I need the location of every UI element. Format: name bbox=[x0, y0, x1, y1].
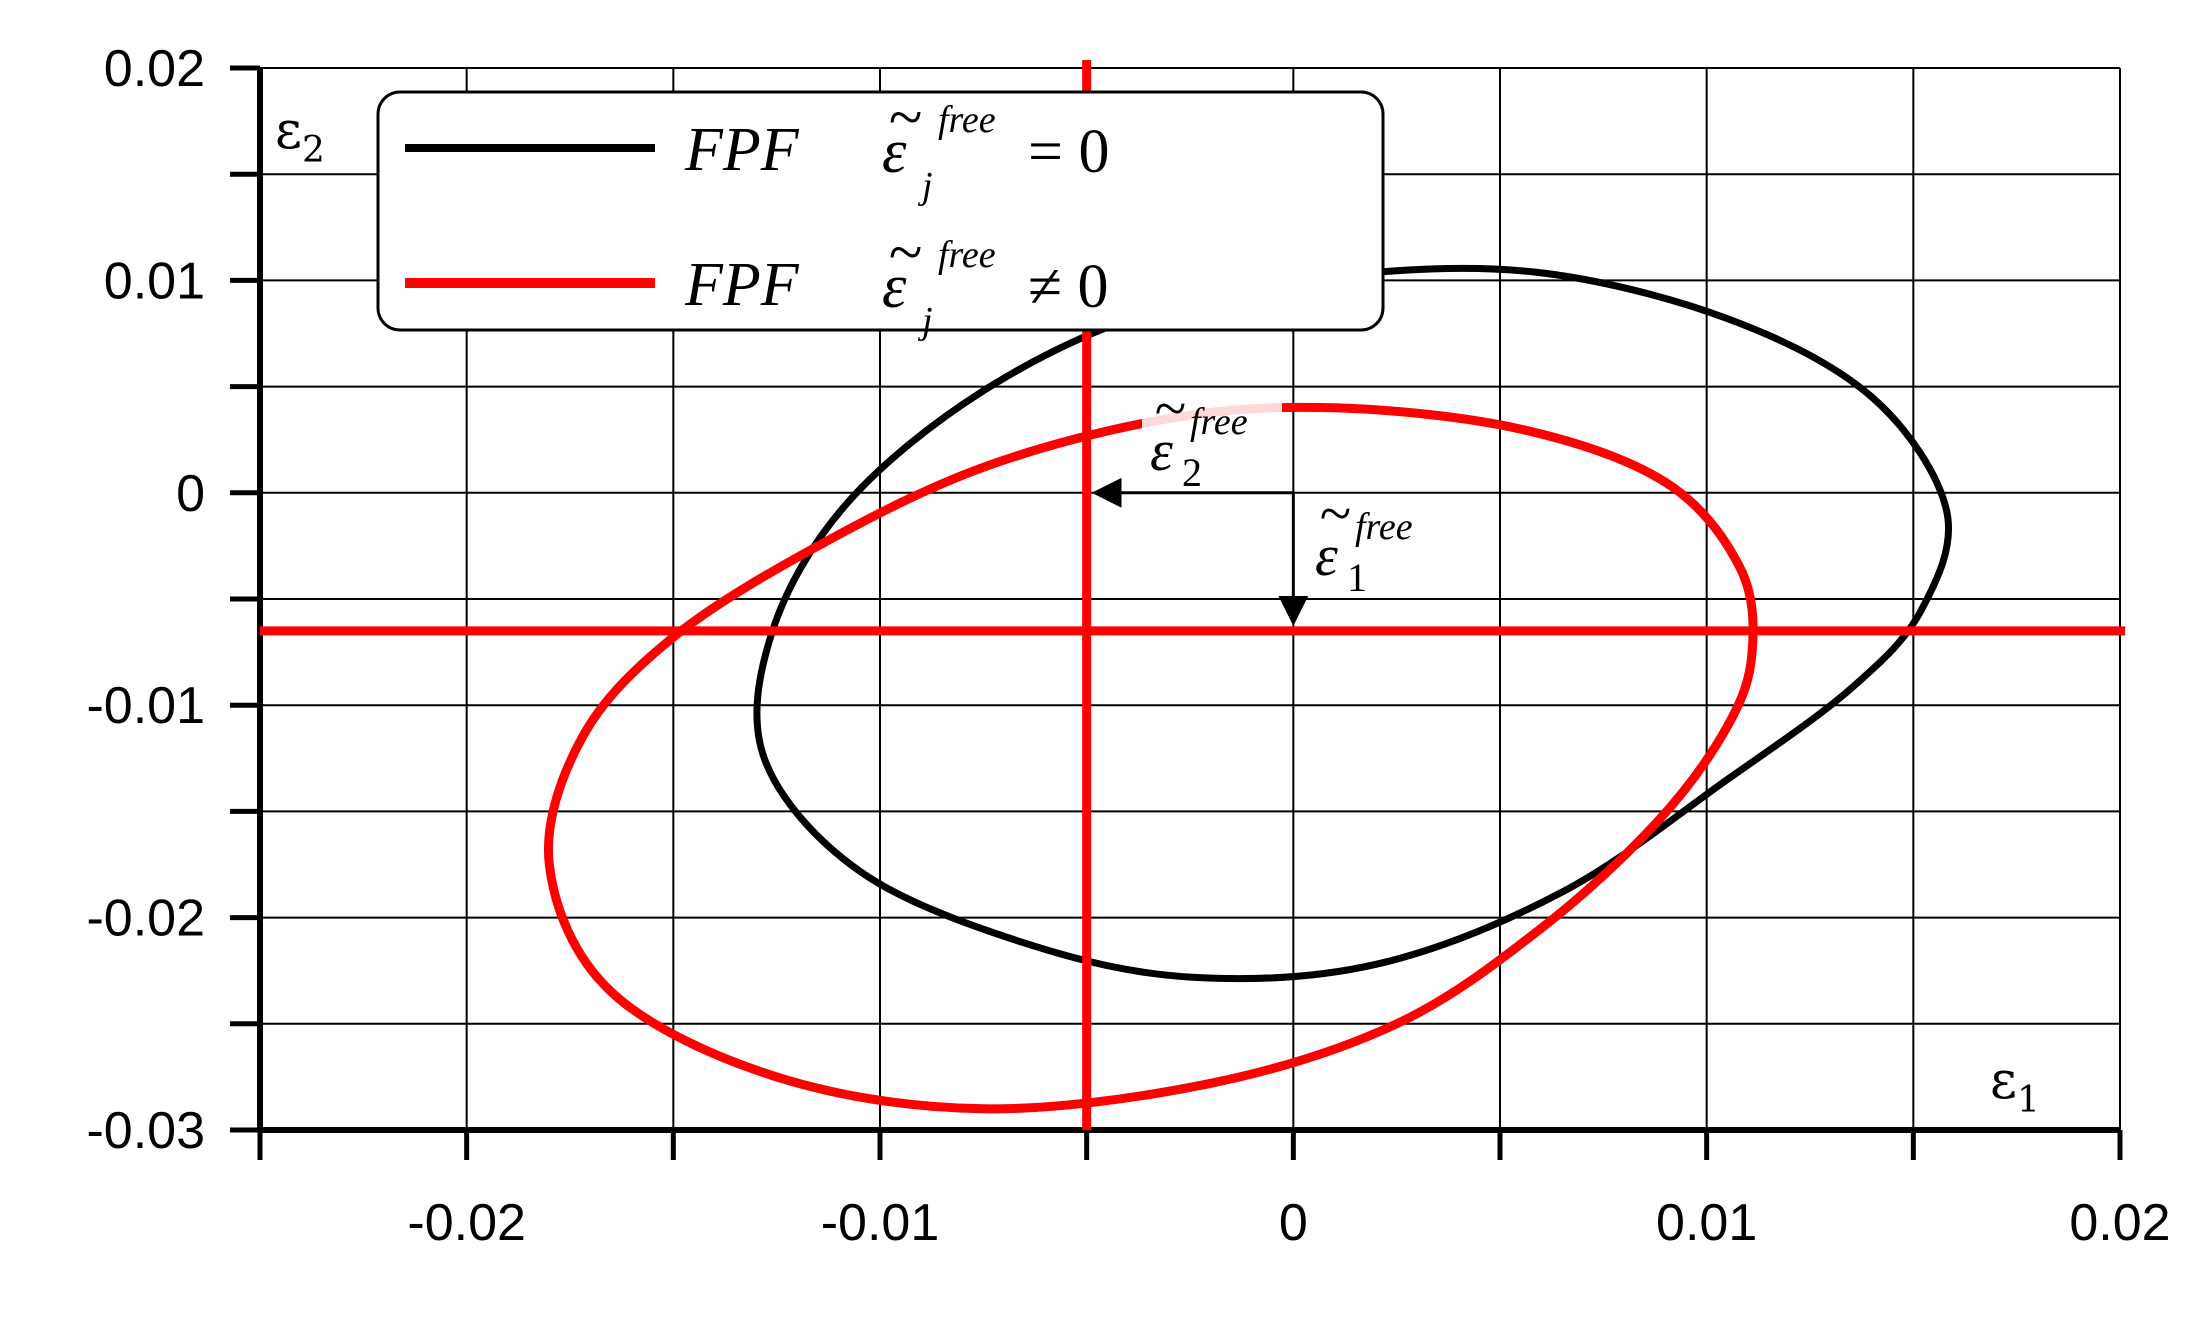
y-tick-label: -0.01 bbox=[86, 677, 205, 735]
x-tick-label: 0.02 bbox=[2069, 1194, 2170, 1252]
axes: -0.02 -0.01 0 0.01 0.02 -0.03 -0.02 -0.01 0 0.01 0… bbox=[86, 40, 2170, 1252]
annotation-sup: free bbox=[1190, 401, 1248, 443]
x-tick-label: 0.01 bbox=[1656, 1194, 1757, 1252]
x-tick-label: -0.01 bbox=[821, 1194, 940, 1252]
legend-sup-1: free bbox=[938, 99, 996, 141]
series-curve-1 bbox=[753, 264, 1953, 983]
y-tick-label: 0.01 bbox=[104, 252, 205, 310]
x-tick-label: -0.02 bbox=[407, 1194, 526, 1252]
series-layer bbox=[544, 264, 1953, 1114]
y-tick-label: -0.02 bbox=[86, 890, 205, 948]
y-axis-label: ε2 bbox=[275, 101, 325, 171]
annotation-symbol: ε bbox=[1150, 418, 1173, 483]
annotation-sub: 2 bbox=[1182, 450, 1202, 495]
y-tick-label: 0.02 bbox=[104, 40, 205, 98]
annotation-sup: free bbox=[1355, 506, 1413, 548]
annotation-bg bbox=[1142, 390, 1282, 490]
legend-symbol-2: ε bbox=[882, 253, 907, 321]
legend-sup-2: free bbox=[938, 234, 996, 276]
tilde-mark: ~ bbox=[1319, 481, 1350, 546]
legend-relation-1: = 0 bbox=[1028, 118, 1109, 186]
legend-label-1: FPF bbox=[684, 116, 800, 184]
legend-label-2: FPF bbox=[684, 251, 800, 319]
annotation-sub: 1 bbox=[1347, 555, 1367, 600]
annotation-symbol: ε bbox=[1315, 523, 1338, 588]
annotation-eps1-free: ~ε 1 free bbox=[1307, 481, 1447, 600]
y-tick-label: -0.03 bbox=[86, 1102, 205, 1160]
annotation-bg bbox=[1307, 495, 1447, 595]
y-tick-label: 0 bbox=[176, 465, 205, 523]
legend-relation-2: ≠ 0 bbox=[1028, 253, 1109, 321]
legend-tilde-1: ~ bbox=[888, 84, 922, 152]
legend-tilde-2: ~ bbox=[888, 219, 922, 287]
legend-box bbox=[376, 90, 1385, 332]
x-axis-label-sub: 1 bbox=[2017, 1080, 2040, 1121]
legend-symbol-1: ε bbox=[882, 118, 907, 186]
y-axis-label-sub: 2 bbox=[302, 130, 325, 171]
x-tick-label: 0 bbox=[1279, 1194, 1308, 1252]
series-curve-2 bbox=[544, 402, 1758, 1114]
annotation-eps2-free: ~ε 2 free bbox=[1142, 376, 1282, 495]
x-axis-label: ε1 bbox=[1990, 1051, 2040, 1121]
tilde-mark: ~ bbox=[1154, 376, 1185, 441]
